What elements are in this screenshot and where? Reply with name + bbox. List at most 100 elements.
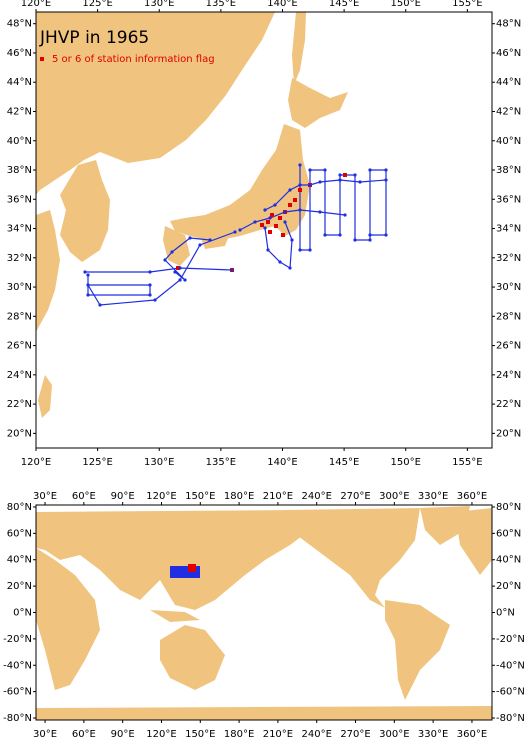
- x-tick-label: 90°E: [111, 491, 135, 502]
- y-tick-label: 60°N: [7, 528, 32, 539]
- flag-dot: [281, 233, 285, 237]
- x-tick-label: 140°E: [267, 457, 297, 468]
- station-dot: [384, 168, 388, 172]
- x-tick-label: 330°E: [418, 729, 448, 740]
- sakhalin: [292, 12, 306, 85]
- station-dot: [198, 243, 202, 247]
- station-dot: [353, 173, 357, 177]
- station-dot: [290, 238, 294, 242]
- flag-dot: [260, 223, 264, 227]
- x-tick-label: 120°E: [21, 0, 51, 9]
- y-tick-label: 30°N: [7, 282, 32, 293]
- station-dot: [308, 168, 312, 172]
- station-dot: [178, 278, 182, 282]
- x-tick-label: 30°E: [33, 729, 57, 740]
- flag-dot: [343, 173, 347, 177]
- x-tick-label: 130°E: [144, 457, 174, 468]
- y-tick-label: -80°N: [3, 713, 32, 724]
- y-tick-label: 46°N: [496, 48, 521, 59]
- y-tick-label: 40°N: [496, 136, 521, 147]
- y-tick-label: -80°N: [496, 713, 525, 724]
- station-dot: [298, 163, 302, 167]
- track: [264, 221, 293, 270]
- x-tick-label: 360°E: [457, 729, 487, 740]
- x-tick-label: 270°E: [340, 729, 370, 740]
- station-dot: [353, 238, 357, 242]
- bottom-land: [36, 506, 492, 720]
- y-tick-label: 26°N: [496, 341, 521, 352]
- flag-dot: [270, 213, 274, 217]
- station-dot: [178, 266, 182, 270]
- station-dot: [183, 278, 187, 282]
- antarctica: [36, 706, 492, 720]
- y-tick-label: -40°N: [496, 660, 525, 671]
- track: [164, 237, 211, 281]
- y-tick-label: 46°N: [7, 48, 32, 59]
- indonesia: [150, 610, 200, 622]
- x-tick-label: 120°E: [146, 729, 176, 740]
- x-tick-label: 180°E: [224, 491, 254, 502]
- y-tick-label: 36°N: [496, 194, 521, 205]
- flag-dot: [266, 220, 270, 224]
- y-tick-label: 32°N: [496, 253, 521, 264]
- y-tick-label: -60°N: [3, 687, 32, 698]
- y-tick-label: 28°N: [7, 311, 32, 322]
- y-tick-label: 40°N: [496, 555, 521, 566]
- y-tick-label: -40°N: [3, 660, 32, 671]
- x-tick-label: 125°E: [82, 457, 112, 468]
- china-south: [36, 210, 60, 332]
- flag-dot: [293, 198, 297, 202]
- x-tick-label: 155°E: [452, 457, 482, 468]
- x-tick-label: 330°E: [418, 491, 448, 502]
- station-dot: [238, 228, 242, 232]
- y-tick-label: 34°N: [496, 224, 521, 235]
- kyushu: [163, 226, 190, 266]
- station-dot: [298, 183, 302, 187]
- y-tick-label: 24°N: [496, 370, 521, 381]
- station-dot: [263, 226, 267, 230]
- map-title: JHVP in 1965: [39, 28, 149, 48]
- station-dot: [148, 293, 152, 297]
- y-tick-label: 24°N: [7, 370, 32, 381]
- x-tick-label: 120°E: [146, 491, 176, 502]
- station-dot: [323, 233, 327, 237]
- x-tick-label: 270°E: [340, 491, 370, 502]
- x-tick-label: 30°E: [33, 491, 57, 502]
- station-dot: [230, 268, 234, 272]
- x-tick-label: 360°E: [457, 491, 487, 502]
- y-tick-label: 80°N: [496, 502, 521, 513]
- station-dot: [83, 270, 87, 274]
- y-tick-label: 40°N: [7, 136, 32, 147]
- station-dot: [368, 238, 372, 242]
- y-tick-label: 20°N: [496, 428, 521, 439]
- taiwan: [38, 375, 52, 418]
- y-tick-label: 20°N: [7, 581, 32, 592]
- station-dot: [323, 168, 327, 172]
- y-tick-label: -60°N: [496, 687, 525, 698]
- station-dot: [278, 260, 282, 264]
- track: [86, 231, 236, 306]
- station-dot: [358, 180, 362, 184]
- station-dot: [266, 248, 270, 252]
- y-tick-label: 60°N: [496, 528, 521, 539]
- station-dot: [98, 303, 102, 307]
- station-dot: [153, 298, 157, 302]
- y-tick-label: 32°N: [7, 253, 32, 264]
- station-dot: [343, 213, 347, 217]
- x-tick-label: 60°E: [72, 491, 96, 502]
- station-dot: [283, 210, 287, 214]
- station-dot: [163, 258, 167, 262]
- x-tick-label: 210°E: [263, 491, 293, 502]
- y-tick-label: -20°N: [496, 634, 525, 645]
- station-dot: [368, 168, 372, 172]
- y-tick-label: 38°N: [496, 165, 521, 176]
- track: [299, 165, 387, 251]
- station-dot: [263, 208, 267, 212]
- y-tick-label: -20°N: [3, 634, 32, 645]
- y-tick-label: 34°N: [7, 224, 32, 235]
- top-frame: [35, 11, 493, 449]
- y-tick-label: 30°N: [496, 282, 521, 293]
- station-dot: [170, 250, 174, 254]
- station-dot: [308, 183, 312, 187]
